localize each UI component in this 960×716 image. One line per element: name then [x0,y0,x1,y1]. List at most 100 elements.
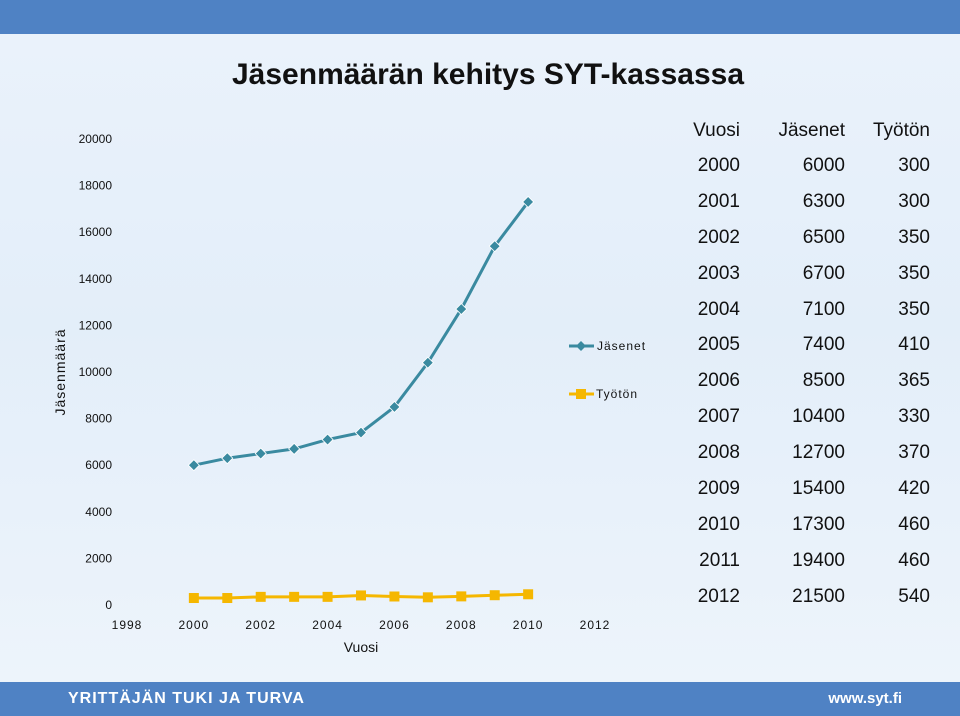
x-tick-label: 2002 [245,618,276,632]
x-tick-label: 1998 [112,618,143,632]
data-point-tyoton [289,591,300,602]
table-cell: 2012 [697,585,740,607]
table-cell: 6300 [802,190,845,212]
table-cell: 6700 [802,262,845,284]
data-point-jasenet [187,459,200,472]
y-tick-label: 0 [105,598,112,612]
table-cell: 2009 [697,477,740,499]
table-cell: 410 [898,334,930,356]
table-cell: 2010 [697,513,740,535]
table-row: 2001 6300 300 [660,184,930,220]
table-cell: 2004 [697,298,740,320]
table-header-cell: Jäsenet [778,120,845,141]
table-header-cell: Työtön [872,120,930,141]
data-point-jasenet [388,400,401,414]
data-point-tyoton [188,593,199,604]
x-tick-label: 2000 [179,618,210,632]
data-point-tyoton [222,593,233,604]
y-tick-label: 16000 [79,225,113,239]
table-cell: 365 [898,370,930,392]
y-tick-label: 18000 [79,179,113,193]
table-row: 2002 6500 350 [660,220,930,256]
x-tick-label: 2012 [580,618,611,632]
table-cell: 21500 [792,585,845,607]
y-tick-label: 4000 [85,505,112,519]
table-cell: 2003 [697,262,740,284]
x-tick-label: 2004 [312,618,343,632]
data-point-jasenet [421,356,434,369]
data-point-tyoton [422,592,433,603]
table-cell: 2001 [697,190,740,212]
data-point-tyoton [322,591,333,602]
table-row: 2004 7100 350 [660,292,930,328]
table-cell: 2005 [697,334,740,356]
data-point-tyoton [523,589,534,600]
table-row: 2007 10400 330 [660,399,930,435]
data-point-jasenet [522,195,535,208]
data-point-tyoton [255,591,266,602]
data-point-jasenet [354,426,368,439]
table-cell: 19400 [792,549,845,571]
y-tick-label: 12000 [79,318,113,332]
table-row: 2009 15400 420 [660,471,930,507]
table-row: 2010 17300 460 [660,507,930,543]
table-header: Vuosi Jäsenet Työtön [660,114,930,148]
table-row: 2011 19400 460 [660,543,930,579]
table-cell: 420 [898,477,930,499]
slide-title: Jäsenmäärän kehitys SYT-kassassa [232,58,745,91]
y-tick-label: 6000 [85,458,112,472]
series-line-jasenet [193,201,530,467]
y-tick-label: 10000 [79,365,113,379]
top-banner [0,0,960,34]
y-tick-label: 8000 [85,412,112,426]
table-cell: 300 [898,190,930,212]
table-header-cell: Vuosi [693,120,740,141]
table-cell: 540 [898,585,930,607]
x-tick-label: 2006 [379,618,410,632]
table-cell: 350 [898,226,930,248]
data-point-jasenet [321,433,334,446]
legend-marker [576,341,586,351]
table-body: 2000 6000 300 2001 6300 300 2002 6500 350 2003 670… [660,148,930,615]
table-cell: 460 [898,513,930,535]
table-cell: 2000 [697,154,740,176]
table-cell: 330 [898,406,930,428]
footer-slogan: YRITTÄJÄN TUKI JA TURVA [68,690,305,707]
legend-label: Työtön [596,387,638,401]
table-cell: 6500 [802,226,845,248]
table-cell: 12700 [792,442,845,464]
y-tick-label: 2000 [85,551,112,565]
x-tick-label: 2010 [513,618,544,632]
data-point-jasenet [288,442,301,455]
footer-url[interactable]: www.syt.fi [828,690,902,707]
table-cell: 2002 [697,226,740,248]
table-cell: 460 [898,549,930,571]
table-cell: 2011 [699,549,740,571]
table-cell: 7100 [802,298,845,320]
x-tick-label: 2008 [446,618,477,632]
table-cell: 7400 [802,334,845,356]
table-cell: 6000 [802,154,845,176]
x-axis-title: Vuosi [344,639,379,655]
table-row: 2012 21500 540 [660,579,930,615]
table-row: 2008 12700 370 [660,435,930,471]
legend-marker [576,389,586,399]
table-row: 2005 7400 410 [660,327,930,363]
table-row: 2000 6000 300 [660,148,930,184]
table-cell: 2008 [697,442,740,464]
table-row: 2006 8500 365 [660,363,930,399]
data-table: Vuosi Jäsenet Työtön 2000 6000 300 2001 6300… [660,114,930,615]
data-point-tyoton [356,590,366,601]
y-axis-title: Jäsenmäärä [52,328,68,415]
table-cell: 370 [898,442,930,464]
table-cell: 350 [898,298,930,320]
data-point-jasenet [254,447,267,460]
table-cell: 300 [898,154,930,176]
table-cell: 15400 [792,477,845,499]
data-point-tyoton [389,591,400,602]
legend-label: Jäsenet [597,339,646,353]
table-cell: 17300 [792,513,845,535]
table-cell: 2007 [697,406,740,428]
slide-background [0,34,960,682]
